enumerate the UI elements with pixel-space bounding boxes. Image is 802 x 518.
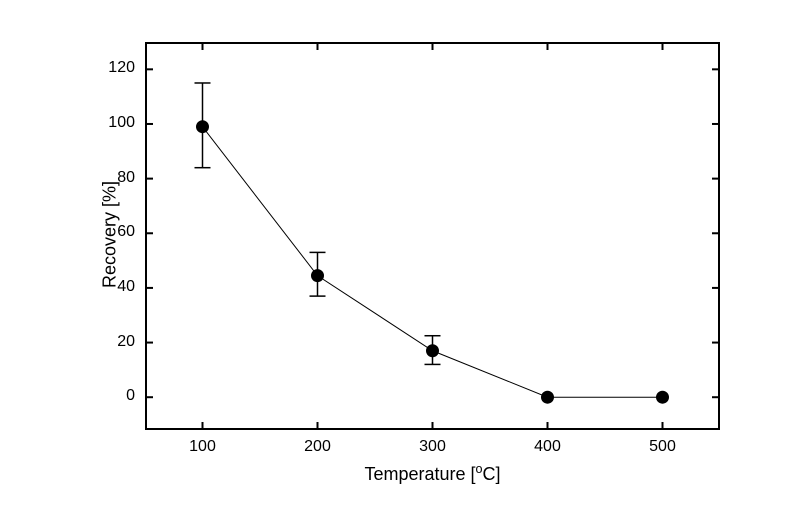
- x-axis-label-text: Temperature [: [364, 464, 475, 484]
- x-tick-label: 300: [413, 438, 453, 456]
- y-axis-label: Recovery [%]: [100, 165, 121, 305]
- y-tick-label: 100: [108, 114, 135, 132]
- y-tick-label: 20: [117, 333, 135, 351]
- x-tick-label: 100: [183, 438, 223, 456]
- x-axis-label-unit: C]: [483, 464, 501, 484]
- x-axis-label: Temperature [oC]: [353, 462, 513, 485]
- x-tick-label: 400: [528, 438, 568, 456]
- y-tick-label: 0: [126, 387, 135, 405]
- x-axis-label-degree: o: [476, 462, 483, 476]
- chart-container: 100200300400500020406080100120Temperatur…: [0, 0, 802, 518]
- x-tick-label: 500: [643, 438, 683, 456]
- y-tick-label: 120: [108, 59, 135, 77]
- x-tick-label: 200: [298, 438, 338, 456]
